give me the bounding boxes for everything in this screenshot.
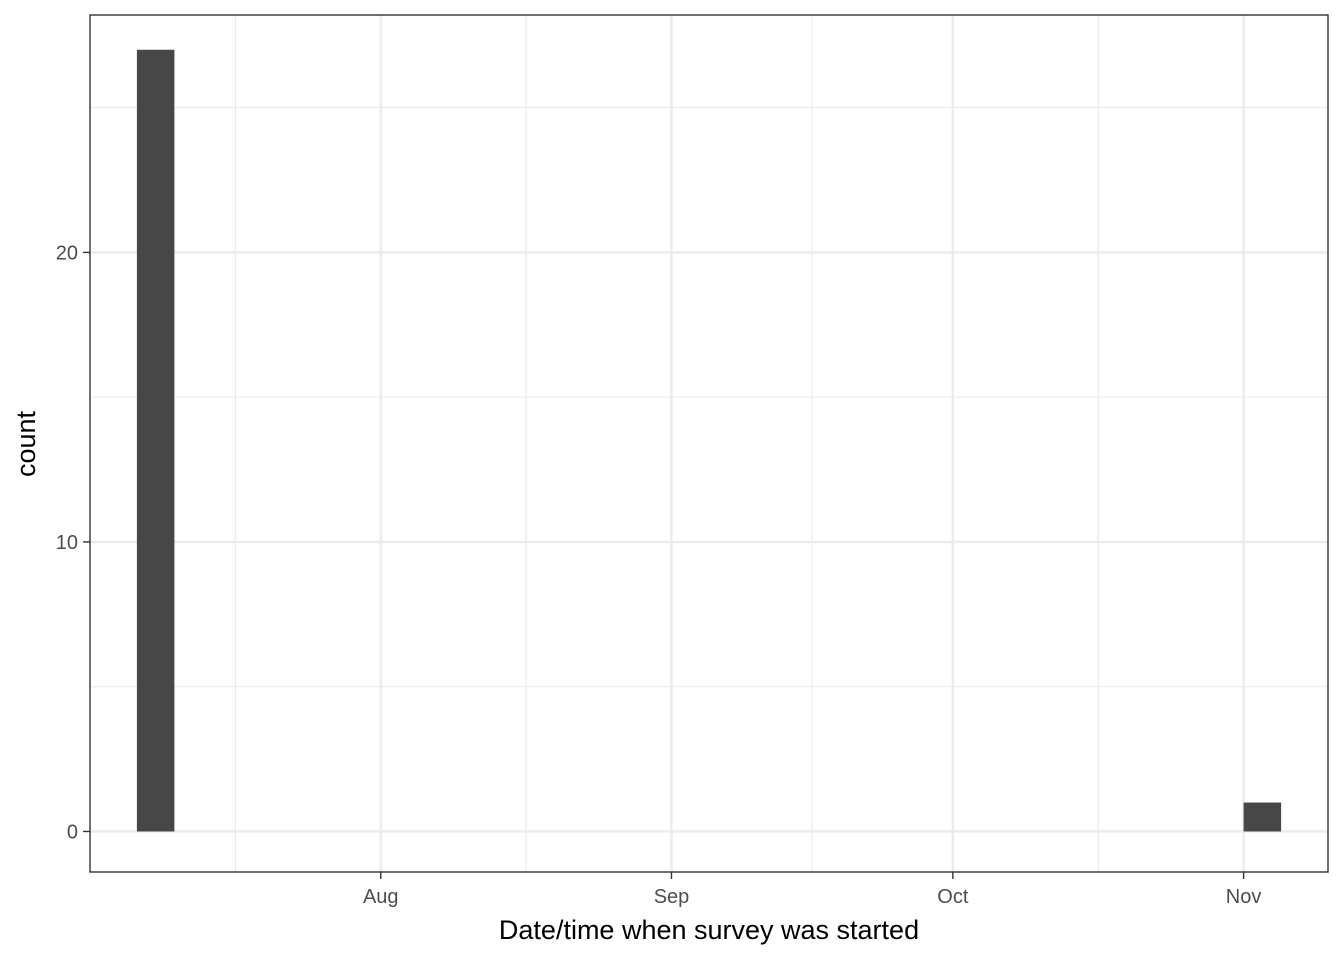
x-tick-label: Oct	[937, 886, 969, 908]
y-axis: 0 10 20	[56, 242, 90, 843]
y-tick-label: 10	[56, 532, 78, 554]
histogram-bar	[136, 49, 175, 832]
x-axis-title: Date/time when survey was started	[499, 915, 919, 945]
y-tick-label: 20	[56, 242, 78, 264]
y-tick-label: 0	[67, 821, 78, 843]
x-tick-label: Nov	[1226, 886, 1262, 908]
x-tick-label: Aug	[363, 886, 399, 908]
histogram-bar	[1243, 802, 1282, 832]
y-axis-title: count	[11, 410, 41, 477]
x-axis: Aug Sep Oct Nov	[363, 872, 1261, 908]
panel-border	[89, 14, 1329, 873]
grid-lines	[90, 15, 1328, 872]
x-tick-label: Sep	[654, 886, 690, 908]
bars	[136, 49, 1282, 832]
